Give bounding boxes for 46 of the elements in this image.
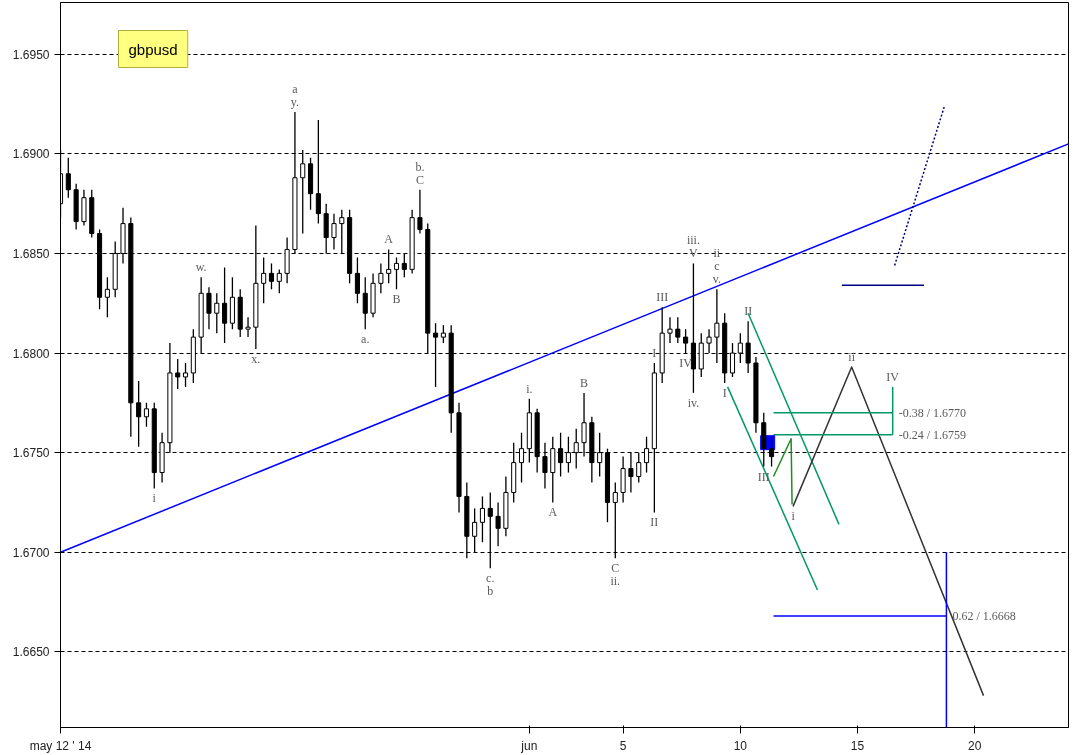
annotation: v.: [712, 272, 721, 287]
annotation: b: [487, 584, 494, 599]
annotation: C: [611, 561, 620, 576]
annotation: IV: [886, 369, 900, 384]
x-tick-label: 15: [850, 738, 865, 753]
annotation: 0.62 / 1.6668: [952, 608, 1016, 623]
x-tick-label: 5: [619, 738, 627, 753]
annotation: ii: [848, 349, 856, 364]
annotation: II: [744, 304, 753, 319]
annotation: a: [292, 82, 299, 97]
annotation: III: [656, 290, 669, 305]
y-tick-label: 1.6750: [12, 446, 50, 461]
annotation: I: [652, 346, 657, 361]
x-tick-label: jun: [520, 738, 538, 753]
annotation: x.: [251, 352, 261, 367]
text: gbpusd: [128, 40, 178, 58]
x-tick-label: 10: [733, 738, 748, 753]
y-tick-label: 1.6650: [12, 645, 50, 660]
y-tick-label: 1.6700: [12, 545, 50, 560]
annotation: -0.24 / 1.6759: [898, 427, 967, 442]
annotation: A: [548, 505, 558, 520]
annotation: I: [722, 385, 727, 400]
annotation: i.: [526, 381, 533, 396]
annotation: c.: [486, 571, 495, 586]
annotation: a.: [361, 332, 370, 347]
annotation: c: [714, 259, 720, 274]
annotation: B: [392, 292, 401, 307]
annotation: b.: [415, 159, 425, 174]
annotation: i: [152, 491, 157, 506]
annotation: y.: [290, 95, 300, 110]
annotation: i: [791, 509, 796, 524]
x-tick-label: may 12 ' 14: [29, 738, 92, 753]
annotation: ii.: [610, 574, 621, 589]
x-tick-label: 20: [968, 738, 982, 753]
annotation: w.: [195, 260, 207, 275]
annotation: II: [650, 515, 659, 530]
annotation: B: [580, 375, 589, 390]
annotation: C: [415, 172, 424, 187]
y-tick-label: 1.6850: [12, 246, 50, 261]
annotation: A: [384, 232, 394, 247]
y-tick-label: 1.6950: [12, 47, 50, 62]
annotation: -0.38 / 1.6770: [898, 405, 967, 420]
annotation: iii.: [686, 233, 700, 248]
y-tick-label: 1.6800: [12, 346, 50, 361]
annotation: iv.: [687, 395, 700, 410]
y-tick-label: 1.6900: [12, 147, 50, 162]
